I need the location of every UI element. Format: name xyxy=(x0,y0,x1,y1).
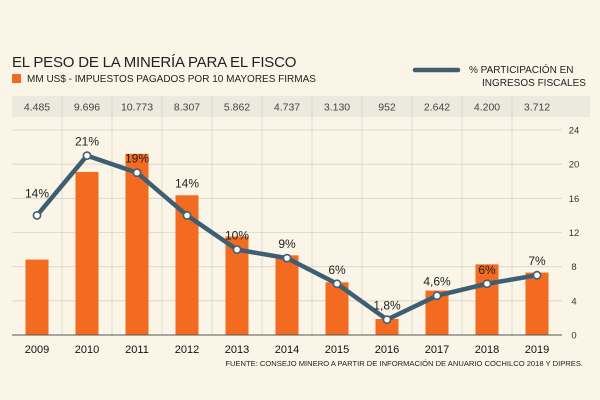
bar-value-2014: 4.737 xyxy=(274,102,300,114)
y-tick-8: 8 xyxy=(571,262,576,273)
legend-bar-swatch xyxy=(12,74,21,83)
y-tick-4: 4 xyxy=(571,296,576,307)
bar-value-2016: 952 xyxy=(378,102,396,114)
point-2016 xyxy=(382,315,392,325)
x-tick-2015: 2015 xyxy=(325,344,349,356)
pct-label-2018: 6% xyxy=(478,263,496,277)
bar-value-2011: 10.773 xyxy=(121,102,153,114)
point-2010 xyxy=(82,151,92,161)
values-band xyxy=(12,96,590,117)
bar-value-labels: 4.485 9.696 10.773 8.307 5.862 4.737 3.130 952 2… xyxy=(24,102,550,114)
bar-value-2015: 3.130 xyxy=(324,102,350,114)
point-2015 xyxy=(332,279,342,289)
bar-2011 xyxy=(125,153,149,335)
y-tick-12: 12 xyxy=(569,228,580,239)
point-2017 xyxy=(432,291,442,301)
bar-value-2019: 3.712 xyxy=(524,102,550,114)
x-tick-2012: 2012 xyxy=(175,344,199,356)
bar-value-2017: 2.642 xyxy=(424,102,450,114)
point-2013 xyxy=(232,245,242,254)
chart-title: EL PESO DE LA MINERÍA PARA EL FISCO xyxy=(12,54,296,71)
point-2012 xyxy=(182,211,192,220)
x-tick-2018: 2018 xyxy=(475,344,499,356)
pct-label-2014: 9% xyxy=(278,237,296,251)
bar-2015 xyxy=(325,282,349,335)
bar-2009 xyxy=(25,259,49,335)
bar-2014 xyxy=(275,255,299,335)
x-tick-2019: 2019 xyxy=(525,344,549,356)
pct-label-2019: 7% xyxy=(528,254,546,268)
point-2018 xyxy=(482,279,492,289)
grid xyxy=(12,96,562,335)
bar-2013 xyxy=(225,236,249,335)
x-tick-2009: 2009 xyxy=(25,344,49,356)
x-tick-2017: 2017 xyxy=(425,344,449,356)
pct-label-2012: 14% xyxy=(175,176,199,190)
point-2009 xyxy=(32,211,42,220)
x-tick-2013: 2013 xyxy=(225,344,249,356)
y-tick-24: 24 xyxy=(569,126,580,137)
bar-value-2009: 4.485 xyxy=(24,102,50,114)
bar-value-2013: 5.862 xyxy=(224,102,250,114)
bar-value-2012: 8.307 xyxy=(174,102,200,114)
pct-label-2017: 4,6% xyxy=(423,275,451,289)
right-axis-ticks: 0 4 8 12 16 20 24 xyxy=(569,126,580,342)
bar-value-2018: 4.200 xyxy=(474,102,500,114)
source-note: FUENTE: CONSEJO MINERO A PARTIR DE INFOR… xyxy=(225,359,583,368)
bar-2019 xyxy=(525,272,549,335)
point-2014 xyxy=(282,253,292,263)
pct-label-2015: 6% xyxy=(328,263,346,277)
x-axis-ticks: 2009 2010 2011 2012 2013 2014 2015 2016 2017 2018… xyxy=(25,344,549,356)
pct-label-2010: 21% xyxy=(75,135,99,149)
pct-label-2009: 14% xyxy=(25,186,49,200)
pct-label-2016: 1,8% xyxy=(373,299,401,313)
x-tick-2016: 2016 xyxy=(375,344,399,356)
bar-2010 xyxy=(75,171,99,335)
bar-2016 xyxy=(375,318,399,335)
legend-line-label-2: INGRESOS FISCALES xyxy=(482,78,586,89)
point-2011 xyxy=(132,168,142,178)
pct-label-2011: 19% xyxy=(125,152,149,166)
x-tick-2014: 2014 xyxy=(275,344,299,356)
x-tick-2010: 2010 xyxy=(75,344,99,356)
bars xyxy=(25,153,549,335)
line-value-labels: 14% 21% 19% 14% 10% 9% 6% 1,8% 4,6% 6% 7% xyxy=(25,135,546,313)
point-2019 xyxy=(532,270,542,280)
bar-2012 xyxy=(175,195,199,335)
line-points xyxy=(32,151,542,325)
y-tick-0: 0 xyxy=(571,331,576,342)
legend-bar-label: MM US$ - IMPUESTOS PAGADOS POR 10 MAYORE… xyxy=(27,74,316,85)
x-tick-2011: 2011 xyxy=(125,344,149,356)
bar-value-2010: 9.696 xyxy=(74,102,100,114)
bar-2017 xyxy=(425,290,449,335)
y-tick-20: 20 xyxy=(569,160,580,171)
legend-line-label-1: % PARTICIPACIÓN EN xyxy=(469,63,573,76)
y-tick-16: 16 xyxy=(569,194,580,205)
pct-label-2013: 10% xyxy=(225,229,249,243)
